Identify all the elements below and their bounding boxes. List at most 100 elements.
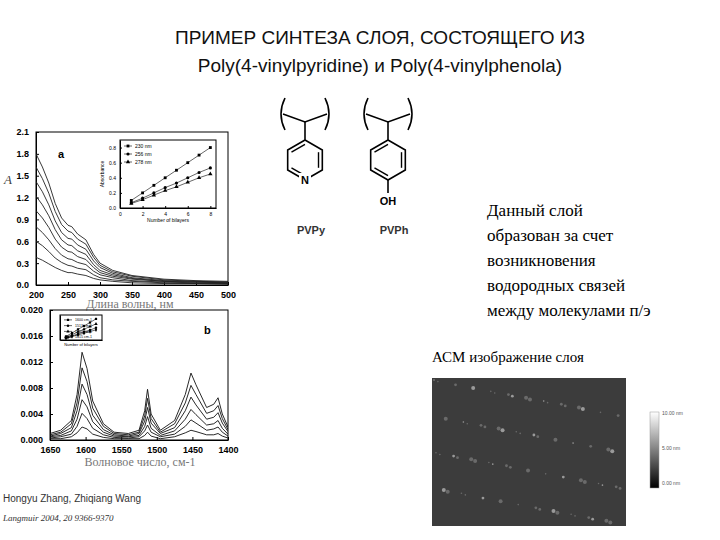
marker [141,191,144,194]
tick-label: 1.8 [16,149,29,159]
series-line [50,368,228,435]
tick-label: 8 [209,211,212,217]
afm-speck [488,462,490,464]
afm-speck [604,519,608,523]
afm-speck [564,404,567,407]
afm-speck [499,499,503,503]
tick-label: 0.004 [20,409,43,419]
afm-speck [547,402,549,404]
x-axis-title: Волновое число, см-1 [85,455,196,469]
citation-journal: Langmuir 2004, 20 9366-9370 [2,513,114,523]
afm-speck [492,463,494,465]
citation: Hongyu Zhang, Zhiqiang WangLangmuir 2004… [2,493,141,523]
y-axis-title: A [3,172,12,187]
afm-speck [555,511,559,515]
tick-label: 0.000 [20,435,43,445]
tick-label: 0.012 [20,357,43,367]
description: Данный слойобразован за счетвозникновени… [487,201,651,320]
legend-label: 1415 cm-1 [75,335,92,339]
tick-label: 0.3 [16,259,29,269]
afm-speck [619,487,622,490]
tick-label: 1500 [147,445,167,455]
tick-label: 1550 [112,445,132,455]
afm-speck [602,484,604,486]
afm-speck [617,414,620,417]
afm: АСМ изображение слоя10.00 nm5.00 nm0.00 … [432,349,683,526]
afm-speck [615,485,618,488]
afm-speck [536,435,539,438]
marker [186,176,189,179]
legend-marker [67,324,70,327]
series-line [36,227,228,284]
legend: 230 nm256 nm278 nm [124,143,152,165]
axis-line [120,141,121,209]
afm-speck [442,488,446,492]
tick: 1600 [76,437,96,455]
series-line [50,427,228,439]
tick-mark [36,219,39,220]
marker [65,336,67,340]
afm-speck [598,483,600,485]
afm-speck [524,396,528,400]
afm-speck [452,455,455,458]
afm-speck [465,494,467,496]
series-line [36,257,228,284]
legend-marker [67,335,69,339]
afm-speck [577,406,581,410]
marker [209,166,212,169]
marker [95,328,97,332]
marker [175,181,178,184]
tick: 1450 [183,437,203,455]
tick: 8 [209,206,212,217]
afm-speck [606,448,610,452]
afm-speck [570,513,572,515]
tick-mark [36,263,39,264]
tick-label: 1.5 [16,171,29,181]
tick: 1.2 [16,193,39,203]
tick-mark [50,414,53,415]
tick-mark [192,437,193,440]
axis-line [37,285,229,286]
marker [186,161,189,164]
afm-speck [610,449,614,453]
tick-label: 6 [187,211,190,217]
x-axis [61,340,103,341]
afm-speck [484,426,487,429]
axis-line [51,440,229,441]
afm-speck [469,457,473,461]
tick: 1.5 [16,171,39,181]
tick-mark [68,282,69,285]
series-line [50,384,228,436]
tick: 0.004 [20,409,53,419]
tick: 0.8 [109,145,122,151]
tick: 1400 [218,437,238,455]
legend-label: 256 nm [135,151,152,157]
plot-frame [36,132,228,285]
tick-label: 0.2 [109,190,116,196]
plot-frame [50,310,228,440]
marker [209,146,212,149]
tick-label: 0.4 [109,175,116,181]
tick: 0.9 [16,215,39,225]
marker [198,154,201,157]
tick-mark [120,178,122,179]
tick-label: 4 [164,211,167,217]
marker [129,201,133,205]
tick: 250 [61,282,76,300]
tick-label: 0.008 [20,383,43,393]
afm-speck [600,412,602,414]
structure-label: PVPh [380,224,409,236]
afm-speck [444,417,448,421]
afm-speck [509,466,512,469]
afm-speck [501,428,505,432]
afm-speck [456,456,459,459]
marker [71,334,73,338]
marker [152,184,155,187]
marker [174,184,178,188]
y-axis-title: Absorbance [99,160,105,187]
double-bond [374,168,388,176]
x-axis-title: Number of bilayers [147,217,189,223]
afm-speck [515,431,517,433]
afm-speck [519,433,521,435]
bracket [364,98,368,130]
